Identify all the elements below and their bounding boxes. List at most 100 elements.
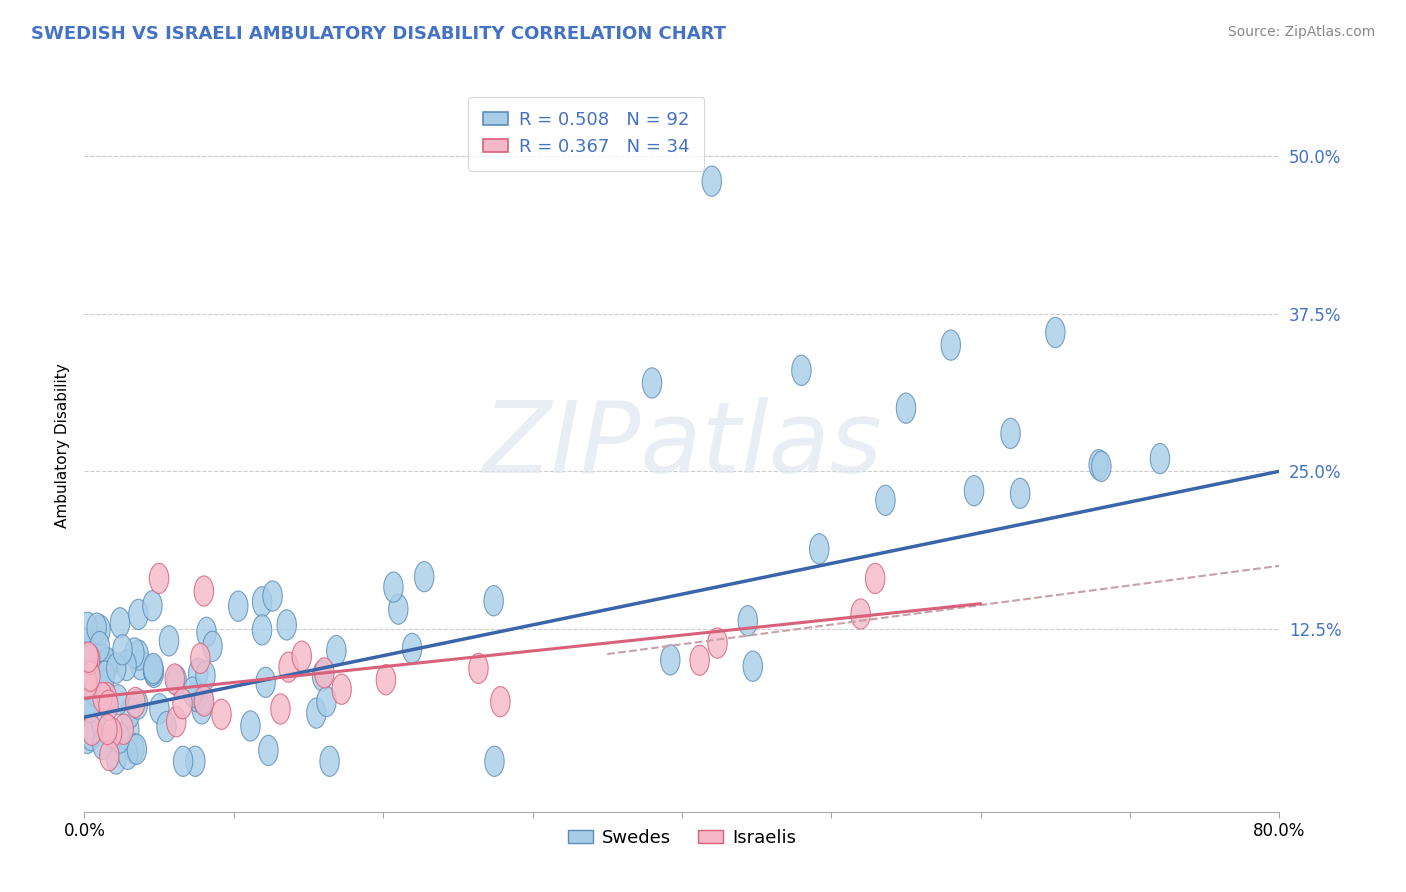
Ellipse shape — [263, 581, 283, 611]
Ellipse shape — [792, 355, 811, 385]
Ellipse shape — [183, 677, 202, 707]
Ellipse shape — [1150, 443, 1170, 474]
Ellipse shape — [96, 661, 115, 691]
Ellipse shape — [810, 533, 830, 564]
Ellipse shape — [108, 685, 128, 715]
Ellipse shape — [80, 650, 100, 681]
Ellipse shape — [643, 368, 662, 398]
Ellipse shape — [125, 733, 143, 764]
Ellipse shape — [131, 649, 150, 680]
Ellipse shape — [93, 730, 112, 760]
Ellipse shape — [321, 746, 339, 776]
Text: ZIPatlas: ZIPatlas — [482, 398, 882, 494]
Ellipse shape — [166, 706, 186, 737]
Ellipse shape — [702, 166, 721, 196]
Ellipse shape — [149, 694, 169, 724]
Ellipse shape — [332, 674, 352, 705]
Text: SWEDISH VS ISRAELI AMBULATORY DISABILITY CORRELATION CHART: SWEDISH VS ISRAELI AMBULATORY DISABILITY… — [31, 25, 725, 43]
Ellipse shape — [193, 694, 211, 724]
Ellipse shape — [80, 661, 100, 691]
Ellipse shape — [90, 642, 110, 673]
Ellipse shape — [77, 628, 97, 658]
Text: Source: ZipAtlas.com: Source: ZipAtlas.com — [1227, 25, 1375, 39]
Ellipse shape — [107, 653, 127, 683]
Ellipse shape — [77, 669, 97, 699]
Ellipse shape — [744, 651, 762, 681]
Ellipse shape — [167, 665, 187, 696]
Ellipse shape — [145, 657, 163, 688]
Ellipse shape — [121, 698, 139, 728]
Ellipse shape — [866, 564, 884, 593]
Ellipse shape — [187, 681, 207, 712]
Ellipse shape — [100, 740, 120, 771]
Ellipse shape — [159, 625, 179, 656]
Ellipse shape — [202, 632, 222, 662]
Ellipse shape — [82, 721, 101, 751]
Ellipse shape — [98, 690, 118, 721]
Ellipse shape — [484, 586, 503, 615]
Ellipse shape — [112, 635, 132, 665]
Ellipse shape — [77, 669, 97, 698]
Ellipse shape — [94, 670, 114, 700]
Ellipse shape — [388, 594, 408, 624]
Ellipse shape — [1046, 318, 1066, 348]
Y-axis label: Ambulatory Disability: Ambulatory Disability — [55, 364, 70, 528]
Ellipse shape — [143, 653, 163, 683]
Ellipse shape — [77, 667, 97, 698]
Ellipse shape — [316, 687, 336, 716]
Ellipse shape — [312, 661, 332, 691]
Ellipse shape — [377, 665, 395, 695]
Ellipse shape — [77, 723, 97, 754]
Ellipse shape — [114, 714, 134, 745]
Ellipse shape — [1091, 451, 1111, 482]
Ellipse shape — [120, 714, 139, 745]
Ellipse shape — [173, 746, 193, 776]
Ellipse shape — [110, 723, 129, 753]
Ellipse shape — [253, 587, 271, 617]
Ellipse shape — [77, 612, 97, 642]
Ellipse shape — [98, 714, 117, 745]
Ellipse shape — [157, 712, 176, 742]
Ellipse shape — [1001, 418, 1021, 449]
Ellipse shape — [194, 576, 214, 607]
Ellipse shape — [143, 656, 163, 685]
Ellipse shape — [307, 698, 326, 728]
Ellipse shape — [326, 635, 346, 665]
Ellipse shape — [82, 645, 101, 675]
Ellipse shape — [415, 562, 434, 591]
Ellipse shape — [191, 643, 209, 673]
Ellipse shape — [491, 687, 510, 717]
Ellipse shape — [278, 652, 298, 682]
Ellipse shape — [117, 650, 136, 681]
Ellipse shape — [91, 708, 111, 739]
Ellipse shape — [107, 744, 127, 774]
Ellipse shape — [188, 658, 208, 689]
Legend: Swedes, Israelis: Swedes, Israelis — [560, 822, 804, 854]
Ellipse shape — [193, 684, 212, 714]
Ellipse shape — [98, 648, 117, 678]
Ellipse shape — [87, 613, 107, 643]
Ellipse shape — [125, 687, 145, 717]
Ellipse shape — [79, 642, 98, 673]
Ellipse shape — [851, 599, 870, 629]
Ellipse shape — [896, 393, 915, 424]
Ellipse shape — [259, 735, 278, 765]
Ellipse shape — [690, 645, 710, 675]
Ellipse shape — [402, 633, 422, 664]
Ellipse shape — [142, 591, 162, 621]
Ellipse shape — [707, 628, 727, 658]
Ellipse shape — [90, 632, 110, 662]
Ellipse shape — [82, 715, 101, 746]
Ellipse shape — [80, 644, 100, 674]
Ellipse shape — [240, 711, 260, 741]
Ellipse shape — [149, 563, 169, 593]
Ellipse shape — [271, 694, 290, 724]
Ellipse shape — [86, 676, 104, 706]
Ellipse shape — [941, 330, 960, 360]
Ellipse shape — [212, 699, 231, 730]
Ellipse shape — [165, 664, 184, 694]
Ellipse shape — [965, 475, 984, 506]
Ellipse shape — [738, 606, 758, 636]
Ellipse shape — [256, 667, 276, 698]
Ellipse shape — [110, 607, 129, 638]
